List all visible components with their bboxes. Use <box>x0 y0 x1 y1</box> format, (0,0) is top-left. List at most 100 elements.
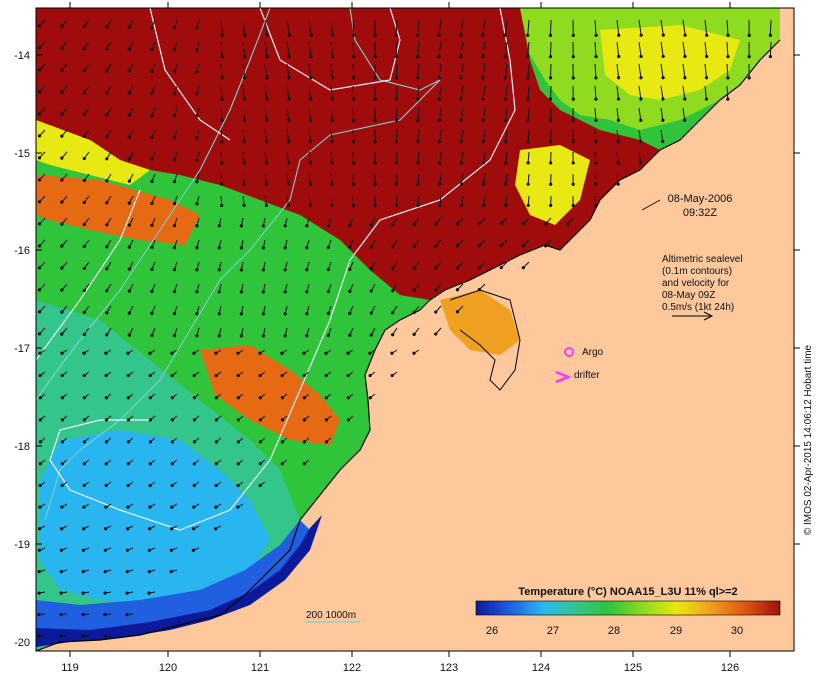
velocity-arrow-head <box>258 462 262 466</box>
velocity-arrow <box>395 41 398 57</box>
velocity-arrow-head <box>594 76 598 80</box>
velocity-arrow-head <box>82 288 86 293</box>
velocity-arrow-head <box>59 548 64 552</box>
velocity-arrow <box>417 63 420 78</box>
velocity-arrow-head <box>150 91 154 95</box>
velocity-arrow-head <box>220 161 224 165</box>
velocity-arrow-head <box>60 222 64 226</box>
velocity-arrow <box>395 129 398 142</box>
velocity-arrow <box>438 107 442 121</box>
velocity-arrow-head <box>455 266 460 270</box>
velocity-arrow-head <box>280 418 285 422</box>
velocity-arrow-head <box>82 440 86 444</box>
velocity-arrow <box>417 173 420 185</box>
velocity-arrow-head <box>526 118 530 122</box>
velocity-arrow-head <box>258 483 262 488</box>
velocity-arrow-head <box>105 267 109 271</box>
velocity-arrow <box>438 85 442 100</box>
velocity-arrow-head <box>60 112 64 116</box>
velocity-arrow-head <box>37 612 41 617</box>
velocity-arrow-head <box>434 288 438 292</box>
velocity-arrow-head <box>594 54 598 59</box>
velocity-arrow-head <box>239 268 243 272</box>
velocity-arrow-head <box>326 289 330 294</box>
velocity-arrow-head <box>302 396 306 400</box>
velocity-arrow-head <box>264 203 268 207</box>
velocity-arrow <box>616 107 619 121</box>
velocity-arrow-head <box>348 333 352 337</box>
velocity-arrow-head <box>683 76 687 80</box>
velocity-arrow-head <box>195 224 199 228</box>
velocity-arrow-head <box>768 33 772 37</box>
velocity-arrow-head <box>59 612 63 617</box>
velocity-arrow-head <box>242 118 247 122</box>
velocity-arrow-head <box>105 289 109 293</box>
velocity-arrow-head <box>242 182 246 186</box>
velocity-arrow-head <box>503 97 507 101</box>
velocity-arrow <box>286 151 290 163</box>
velocity-arrow-head <box>150 179 154 183</box>
velocity-arrow-head <box>236 351 240 355</box>
velocity-arrow <box>264 129 268 142</box>
velocity-arrow <box>395 63 398 78</box>
velocity-arrow-head <box>236 440 240 444</box>
velocity-arrow-head <box>283 312 287 316</box>
velocity-arrow-head <box>60 527 64 531</box>
colorbar-tick-label: 27 <box>547 625 559 637</box>
velocity-arrow-head <box>391 311 395 315</box>
velocity-arrow <box>352 63 355 78</box>
velocity-arrow-head <box>548 97 553 101</box>
velocity-arrow <box>616 151 619 163</box>
velocity-arrow-head <box>105 157 109 161</box>
velocity-arrow-head <box>373 118 377 122</box>
velocity-arrow-head <box>305 312 309 316</box>
velocity-arrow-head <box>326 245 330 250</box>
velocity-arrow-head <box>60 90 64 94</box>
velocity-arrow-head <box>280 396 284 400</box>
velocity-arrow-head <box>127 69 131 73</box>
velocity-arrow-head <box>38 505 42 509</box>
velocity-arrow <box>417 151 420 163</box>
velocity-arrow <box>482 151 486 163</box>
velocity-arrow-head <box>104 351 108 355</box>
velocity-arrow-head <box>482 203 486 207</box>
velocity-arrow <box>594 107 597 121</box>
velocity-arrow <box>616 173 619 185</box>
velocity-arrow-head <box>437 161 442 165</box>
velocity-arrow-head <box>394 76 398 80</box>
velocity-arrow <box>638 107 642 121</box>
velocity-arrow-head <box>571 33 575 37</box>
velocity-arrow <box>616 41 620 57</box>
velocity-arrow-head <box>308 139 313 144</box>
velocity-arrow-head <box>548 76 553 80</box>
velocity-arrow-head <box>192 351 196 355</box>
altimetry-note-line: and velocity for <box>662 278 730 289</box>
velocity-arrow <box>638 19 642 36</box>
velocity-arrow-head <box>352 54 356 59</box>
velocity-arrow-head <box>594 161 598 165</box>
velocity-arrow <box>264 85 268 100</box>
velocity-arrow-head <box>437 139 442 144</box>
velocity-arrow-head <box>415 54 420 59</box>
velocity-arrow <box>527 63 530 78</box>
velocity-arrow-head <box>127 311 131 315</box>
velocity-arrow-head <box>504 161 508 165</box>
velocity-arrow-head <box>214 505 218 509</box>
velocity-arrow <box>504 107 508 121</box>
altimetry-note-line: 0.5m/s (1kt 24h) <box>662 302 734 313</box>
velocity-arrow <box>417 129 420 142</box>
velocity-arrow-head <box>195 48 199 52</box>
velocity-arrow-head <box>481 76 485 80</box>
y-axis: -14 -15 -16 -17 -18 -19 -20 <box>14 50 30 649</box>
velocity-arrow-head <box>150 25 154 29</box>
velocity-arrow-head <box>348 289 352 293</box>
velocity-arrow-head <box>192 505 196 509</box>
velocity-arrow-head <box>172 91 177 96</box>
velocity-arrow-head <box>104 483 108 488</box>
velocity-arrow-head <box>412 266 416 270</box>
velocity-arrow-head <box>594 182 598 186</box>
velocity-arrow <box>264 173 267 185</box>
velocity-arrow-head <box>302 373 306 378</box>
velocity-arrow-head <box>243 76 247 80</box>
velocity-arrow-head <box>351 203 356 208</box>
